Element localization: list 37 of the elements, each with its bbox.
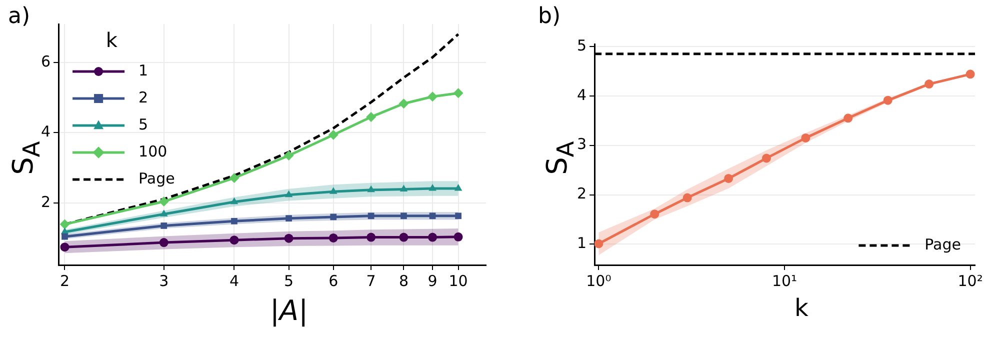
point xyxy=(762,154,771,163)
x-axis-title: |A| xyxy=(268,294,310,327)
y-tick-label: 4 xyxy=(40,122,51,141)
x-tick-label: 7 xyxy=(366,272,376,290)
x-tick-label: 10² xyxy=(958,272,983,290)
x-tick-label: 10 xyxy=(448,272,468,290)
y-tick-label: 4 xyxy=(576,86,587,104)
y-tick-label: 2 xyxy=(40,192,51,211)
legend-title: k xyxy=(106,28,118,52)
x-tick-label: 6 xyxy=(328,272,338,290)
point xyxy=(844,114,853,123)
x-tick-label: 8 xyxy=(398,272,408,290)
y-tick-label: 5 xyxy=(576,36,587,54)
y-tick-label: 1 xyxy=(576,234,587,252)
legend-label: Page xyxy=(138,169,175,188)
x-tick-label: 5 xyxy=(284,272,294,290)
x-tick-label: 3 xyxy=(159,272,169,290)
y-tick-label: 6 xyxy=(40,52,51,70)
x-tick-label: 4 xyxy=(229,272,239,290)
x-tick-label: 9 xyxy=(428,272,438,290)
chart-title: a) xyxy=(8,4,30,29)
legend-label: 100 xyxy=(138,142,168,160)
point xyxy=(924,80,934,89)
chart-title: b) xyxy=(538,4,561,29)
point xyxy=(883,96,892,105)
legend-label: Page xyxy=(924,235,962,254)
legend-label: 2 xyxy=(138,88,148,106)
point xyxy=(966,70,975,79)
y-tick-label: 3 xyxy=(576,135,587,154)
point xyxy=(682,193,692,202)
x-axis-title: k xyxy=(794,294,810,322)
y-tick-label: 2 xyxy=(576,184,587,203)
legend-label: 5 xyxy=(138,115,148,134)
legend-label: 1 xyxy=(138,61,148,80)
x-tick-label: 10¹ xyxy=(772,272,798,290)
x-tick-label: 2 xyxy=(60,272,70,290)
x-tick-label: 10⁰ xyxy=(586,272,612,290)
